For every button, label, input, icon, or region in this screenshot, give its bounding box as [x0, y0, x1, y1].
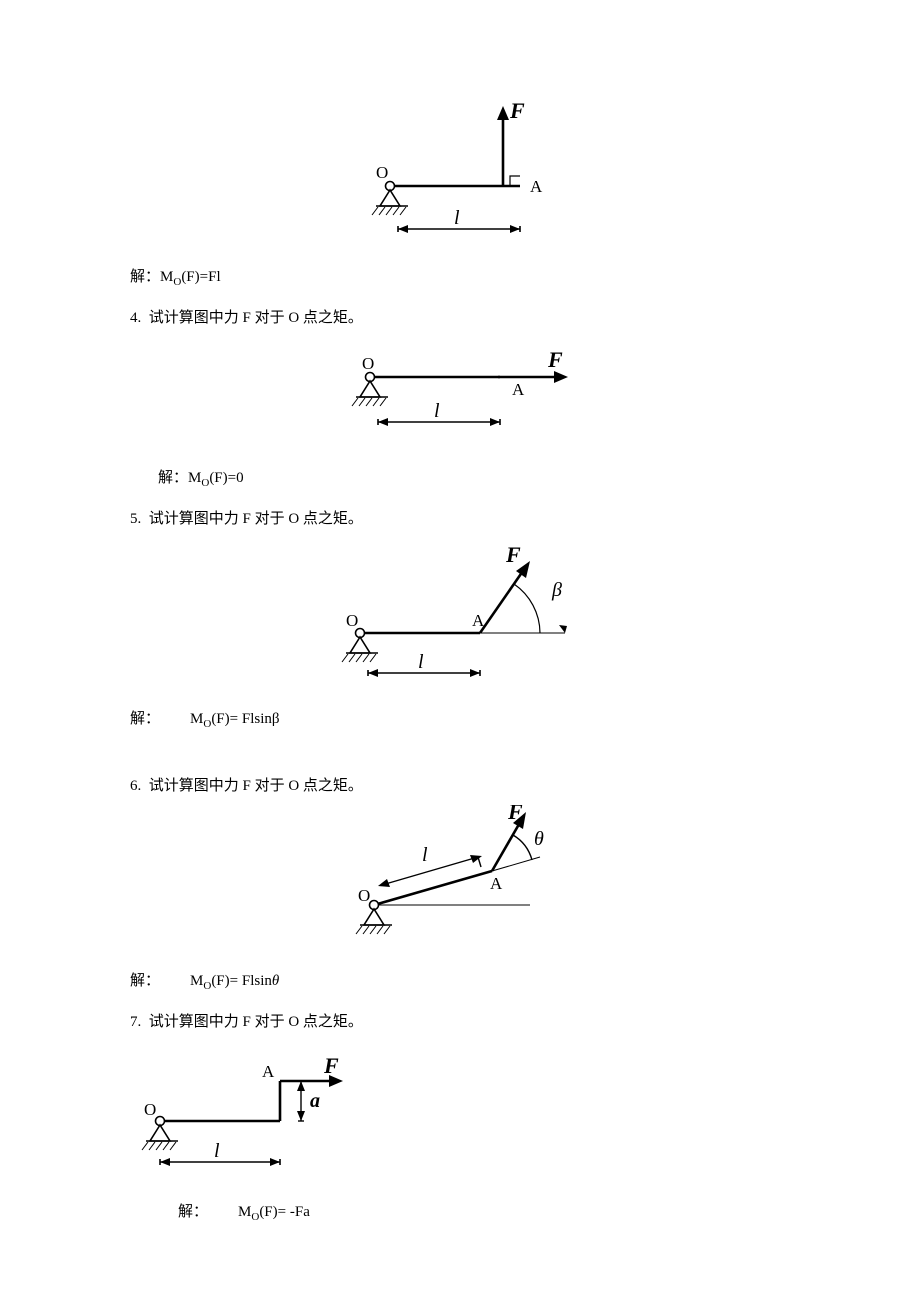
- answer-4: 解：MO(F)=0: [158, 466, 790, 489]
- figure-7: O A F a l: [130, 1041, 790, 1186]
- svg-text:F: F: [509, 98, 525, 123]
- figure-6: O A F θ l: [130, 805, 790, 955]
- svg-text:l: l: [454, 207, 460, 229]
- answer-7: 解： MO(F)= -Fa: [178, 1200, 790, 1223]
- svg-text:l: l: [214, 1140, 220, 1162]
- svg-text:F: F: [323, 1053, 339, 1078]
- svg-text:F: F: [505, 542, 521, 567]
- svg-text:l: l: [418, 651, 424, 673]
- svg-text:l: l: [434, 400, 440, 422]
- svg-text:F: F: [547, 347, 563, 372]
- figure-3: O A F l: [130, 96, 790, 251]
- svg-text:O: O: [144, 1100, 156, 1119]
- answer-5: 解： MO(F)= Flsinβ: [130, 707, 790, 730]
- question-6: 6. 试计算图中力 F 对于 O 点之矩。: [130, 774, 790, 795]
- svg-text:A: A: [490, 874, 503, 893]
- svg-text:F: F: [507, 805, 523, 824]
- svg-text:β: β: [551, 579, 562, 601]
- answer-3: 解：MO(F)=Fl: [130, 265, 790, 288]
- svg-text:A: A: [472, 611, 485, 630]
- svg-text:O: O: [358, 886, 370, 905]
- svg-text:l: l: [422, 844, 428, 866]
- question-7: 7. 试计算图中力 F 对于 O 点之矩。: [130, 1010, 790, 1031]
- svg-text:O: O: [346, 611, 358, 630]
- svg-text:O: O: [376, 163, 388, 182]
- svg-text:A: A: [530, 177, 543, 196]
- question-5: 5. 试计算图中力 F 对于 O 点之矩。: [130, 507, 790, 528]
- svg-text:O: O: [362, 354, 374, 373]
- answer-6: 解： MO(F)= Flsinθ: [130, 969, 790, 992]
- svg-text:θ: θ: [534, 828, 544, 850]
- svg-text:a: a: [310, 1090, 320, 1112]
- svg-text:A: A: [262, 1062, 275, 1081]
- question-4: 4. 试计算图中力 F 对于 O 点之矩。: [130, 306, 790, 327]
- figure-4: O A F l: [130, 337, 790, 452]
- figure-5: O A F β l: [130, 538, 790, 693]
- svg-text:A: A: [512, 380, 525, 399]
